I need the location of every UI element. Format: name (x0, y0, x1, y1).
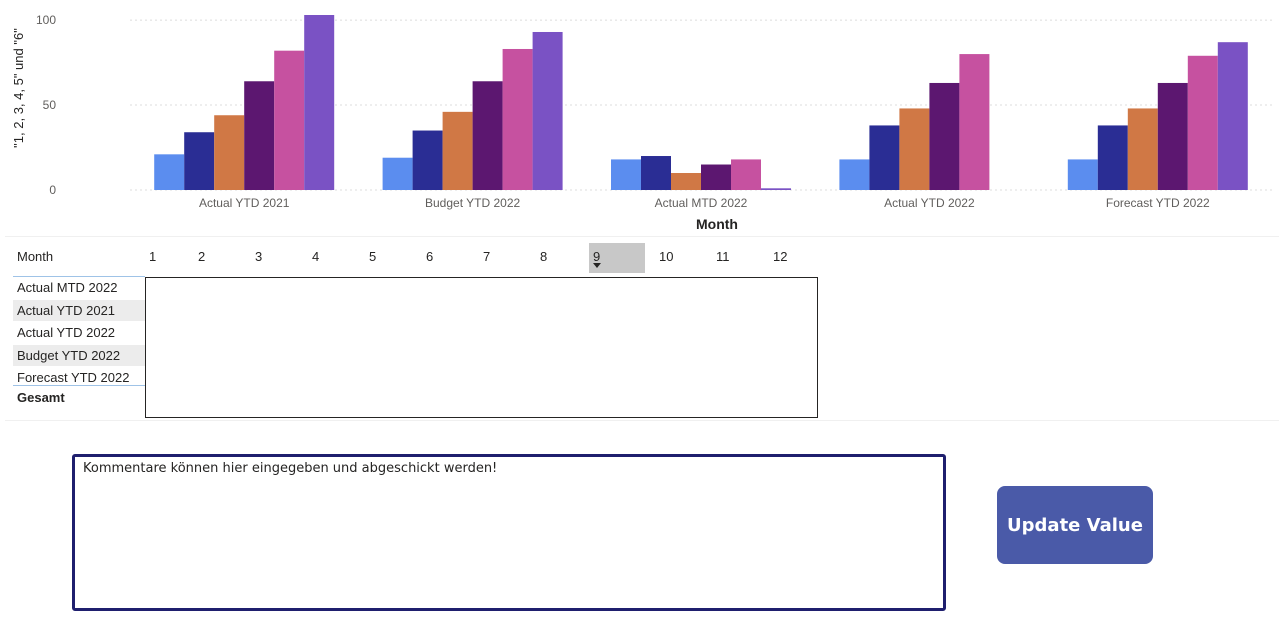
matrix-row-header[interactable]: Actual MTD 2022 (17, 280, 118, 295)
matrix-column-header[interactable]: 4 (312, 249, 320, 264)
bar (382, 157, 413, 190)
y-tick-label: 100 (36, 13, 56, 27)
matrix-month-header: Month (17, 249, 54, 264)
bar (899, 108, 930, 190)
bar (532, 31, 563, 190)
bar (1217, 42, 1248, 191)
matrix-column-header[interactable]: 8 (540, 249, 548, 264)
matrix-column-header[interactable]: 6 (426, 249, 434, 264)
bar (154, 154, 185, 190)
matrix-column-header-label: 9 (593, 249, 601, 264)
matrix-total-label: Gesamt (17, 390, 65, 405)
bar (671, 173, 701, 190)
x-tick-label: Actual YTD 2022 (884, 196, 975, 210)
x-tick-label: Actual MTD 2022 (655, 196, 748, 210)
comment-input[interactable] (72, 454, 946, 611)
matrix-row-header[interactable]: Budget YTD 2022 (13, 344, 145, 366)
matrix-visual: Month 9 1 2 3 4 5 6 7 8 10 11 12 Actual MTD 2022 Ac… (5, 236, 1279, 421)
matrix-row-header[interactable]: Actual YTD 2022 (17, 325, 116, 340)
x-tick-label: Budget YTD 2022 (425, 196, 521, 210)
matrix-column-header[interactable]: 1 (149, 249, 157, 264)
matrix-column-header-selected[interactable]: 9 (589, 243, 645, 273)
y-axis-title: "1, 2, 3, 4, 5" und "6" (11, 28, 26, 148)
bar (502, 48, 533, 190)
bar (472, 81, 503, 190)
bar (611, 159, 641, 190)
bar (442, 111, 473, 190)
matrix-total-divider (13, 385, 145, 386)
x-axis-ticks: Actual YTD 2021 Budget YTD 2022 Actual MTD… (199, 196, 1210, 210)
matrix-column-header[interactable]: 11 (716, 249, 730, 264)
chart-bars (154, 15, 1248, 191)
bar (959, 54, 990, 191)
bar (244, 81, 275, 190)
bar (929, 82, 960, 190)
bar (701, 164, 731, 190)
bar (839, 159, 870, 190)
update-value-button[interactable]: Update Value (997, 486, 1153, 564)
matrix-column-header[interactable]: 7 (483, 249, 491, 264)
bar (1127, 108, 1158, 190)
bar (761, 188, 791, 190)
bar (1187, 55, 1218, 190)
x-axis-title: Month (696, 216, 738, 232)
bar (214, 115, 245, 190)
x-tick-label: Actual YTD 2021 (199, 196, 290, 210)
matrix-row-header[interactable]: Forecast YTD 2022 (17, 370, 130, 385)
matrix-header-divider (13, 276, 145, 277)
bar (412, 130, 443, 190)
bar (184, 132, 215, 190)
bar (274, 50, 305, 190)
matrix-column-header[interactable]: 12 (773, 249, 788, 264)
y-tick-label: 0 (49, 183, 56, 197)
x-tick-label: Forecast YTD 2022 (1106, 196, 1210, 210)
matrix-values-area[interactable] (145, 277, 818, 418)
matrix-column-header[interactable]: 5 (369, 249, 377, 264)
y-tick-label: 50 (43, 98, 57, 112)
y-axis-ticks: 0 50 100 (36, 13, 56, 197)
bar (1067, 159, 1098, 190)
sort-descending-icon[interactable] (593, 263, 601, 268)
bar (731, 159, 761, 190)
bar (1097, 125, 1128, 190)
bar (1157, 82, 1188, 190)
matrix-column-header[interactable]: 3 (255, 249, 263, 264)
bar (869, 125, 900, 190)
matrix-column-header[interactable]: 10 (659, 249, 674, 264)
matrix-row-header[interactable]: Actual YTD 2021 (13, 299, 145, 321)
bar (641, 156, 671, 190)
bar (304, 15, 335, 190)
matrix-column-header[interactable]: 2 (198, 249, 206, 264)
